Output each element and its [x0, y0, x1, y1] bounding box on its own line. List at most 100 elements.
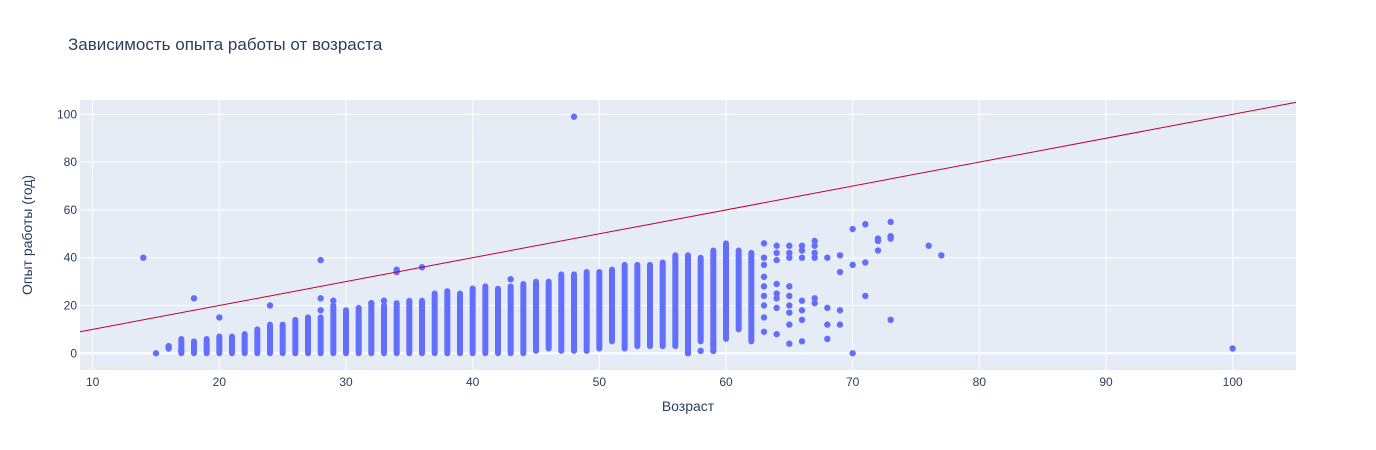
data-point	[798, 297, 806, 304]
data-point	[140, 254, 147, 261]
data-point	[760, 314, 768, 321]
data-point	[862, 292, 869, 300]
data-point	[798, 242, 806, 249]
data-point	[811, 295, 818, 302]
data-point	[786, 249, 793, 257]
data-point	[811, 299, 818, 307]
data-point	[152, 350, 160, 357]
data-point	[887, 316, 894, 324]
reference-line	[79, 101, 1297, 333]
data-point	[786, 292, 793, 300]
data-point	[773, 242, 780, 249]
x-tick-label: 70	[846, 375, 860, 389]
data-point	[824, 321, 831, 328]
data-point	[317, 307, 324, 314]
y-tick-label: 0	[70, 346, 77, 360]
data-point	[887, 218, 894, 226]
data-point	[469, 285, 476, 292]
data-point	[786, 254, 793, 261]
data-point	[925, 242, 932, 249]
data-point	[760, 302, 768, 309]
data-point	[786, 242, 793, 249]
data-point	[266, 302, 274, 309]
data-point	[773, 304, 780, 312]
x-tick-label: 100	[1223, 375, 1243, 389]
data-point	[684, 350, 692, 357]
y-tick-label: 100	[57, 107, 77, 121]
x-tick-label: 60	[719, 375, 733, 389]
data-point	[697, 347, 704, 355]
data-point	[824, 335, 831, 343]
data-point	[760, 261, 768, 269]
data-point	[798, 247, 806, 254]
x-tick-labels: 10 20 30 40 50 60 70 80 90 100	[86, 375, 1243, 389]
x-tick-label: 20	[213, 375, 227, 389]
data-point	[811, 254, 818, 261]
data-point	[811, 242, 818, 249]
data-point	[786, 309, 793, 316]
data-point	[380, 297, 388, 304]
data-point	[178, 347, 185, 355]
data-point	[165, 342, 172, 350]
data-point	[330, 297, 337, 304]
data-point	[760, 292, 768, 300]
data-point	[798, 307, 806, 314]
data-point	[874, 237, 882, 245]
data-point	[824, 304, 831, 312]
y-tick-label: 20	[64, 298, 78, 312]
data-point	[836, 268, 844, 276]
data-point	[786, 302, 793, 309]
data-point	[317, 256, 324, 264]
y-tick-label: 40	[64, 251, 78, 265]
data-point	[710, 340, 717, 347]
data-point	[216, 314, 223, 321]
data-point	[1229, 345, 1236, 352]
data-point	[710, 347, 717, 355]
data-point	[849, 225, 856, 233]
data-point	[811, 237, 818, 245]
data-point	[760, 273, 768, 281]
data-point	[798, 338, 806, 345]
data-point	[798, 316, 806, 324]
y-tick-label: 60	[64, 203, 78, 217]
data-point	[760, 328, 768, 335]
data-point	[317, 295, 324, 302]
data-point	[874, 247, 882, 254]
data-points	[140, 113, 1236, 357]
data-point	[849, 350, 856, 357]
data-point	[773, 330, 780, 338]
data-point	[760, 240, 768, 247]
y-tick-labels: 0 20 40 60 80 100	[57, 107, 77, 360]
y-tick-label: 80	[64, 155, 78, 169]
data-point	[760, 254, 768, 261]
data-point	[836, 252, 844, 259]
x-axis-title: Возраст	[662, 398, 715, 414]
data-point	[773, 256, 780, 264]
data-point	[811, 249, 818, 257]
x-tick-label: 40	[466, 375, 480, 389]
data-point	[862, 259, 869, 266]
data-point	[507, 276, 514, 283]
data-point	[190, 295, 198, 302]
data-point	[773, 295, 780, 302]
data-point	[786, 321, 793, 328]
x-tick-label: 80	[973, 375, 987, 389]
point-columns	[178, 240, 755, 357]
x-tick-label: 50	[593, 375, 607, 389]
data-point	[836, 307, 844, 314]
data-point	[849, 261, 856, 269]
data-point	[570, 113, 578, 120]
data-point	[862, 221, 869, 228]
data-point	[938, 252, 945, 259]
data-point	[836, 321, 844, 328]
data-point	[760, 283, 768, 290]
chart-title: Зависимость опыта работы от возраста	[68, 35, 383, 54]
data-point	[786, 340, 793, 347]
data-point	[798, 254, 806, 261]
y-axis-title: Опыт работы (год)	[19, 175, 35, 295]
data-point	[773, 249, 780, 257]
data-point	[786, 283, 793, 290]
data-point	[773, 280, 780, 288]
x-tick-label: 30	[339, 375, 353, 389]
